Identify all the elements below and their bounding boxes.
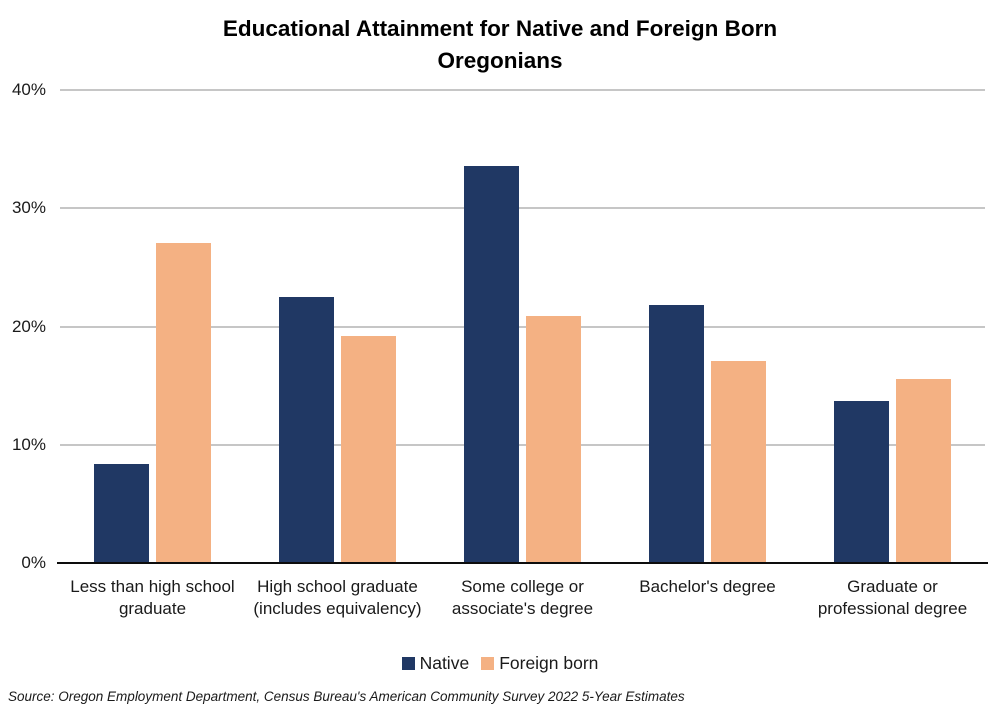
bar-native-less-than-high-school-graduate <box>94 463 149 563</box>
y-axis-label-10%: 10% <box>11 434 46 454</box>
legend-label-foreign-born: Foreign born <box>499 653 599 673</box>
foreign-born-series-swatch <box>481 657 495 670</box>
y-axis-label-40%: 40% <box>11 80 46 99</box>
legend: Native Foreign born <box>0 653 1000 674</box>
x-axis-label-less-than-high-school-graduate: Less than high school graduate <box>70 577 235 618</box>
y-axis-label-0%: 0% <box>21 553 46 572</box>
x-axis-label-some-college-or-associate-s-degree: Some college or associate's degree <box>451 577 594 618</box>
x-axis-label-high-school-graduate-includes-equivalency-: High school graduate (includes equivalen… <box>253 577 422 618</box>
native-series-swatch <box>401 657 415 670</box>
x-axis-label-graduate-or-professional-degree: Graduate or professional degree <box>817 577 968 618</box>
gridline-30% <box>60 207 985 210</box>
bar-foreign-born-high-school-graduate-includes-equivalency- <box>341 335 396 563</box>
bar-foreign-born-graduate-or-professional-degree <box>896 378 951 563</box>
y-axis-label-20%: 20% <box>11 316 46 336</box>
bar-foreign-born-bachelor-s-degree <box>711 360 766 563</box>
bar-native-high-school-graduate-includes-equivalency- <box>279 296 334 563</box>
chart-title: Educational Attainment for Native and Fo… <box>222 16 778 73</box>
y-axis-label-30%: 30% <box>11 198 46 218</box>
source-note: Source: Oregon Employment Department, Ce… <box>8 689 685 704</box>
plot-area <box>57 89 988 564</box>
bar-foreign-born-some-college-or-associate-s-degree <box>526 315 581 563</box>
legend-item-native: Native <box>401 653 470 674</box>
bar-native-graduate-or-professional-degree <box>834 401 889 563</box>
bar-native-some-college-or-associate-s-degree <box>464 165 519 563</box>
gridline-10% <box>60 443 985 446</box>
gridline-40% <box>60 89 985 91</box>
x-axis-label-bachelor-s-degree: Bachelor's degree <box>639 577 776 596</box>
bar-native-bachelor-s-degree <box>649 305 704 563</box>
x-axis-line <box>57 561 988 564</box>
bar-foreign-born-less-than-high-school-graduate <box>156 242 211 563</box>
gridline-20% <box>60 325 985 328</box>
legend-item-foreign-born: Foreign born <box>481 653 598 674</box>
legend-label-native: Native <box>419 653 470 673</box>
x-axis-labels: Less than high school graduate High schoo… <box>60 576 985 620</box>
